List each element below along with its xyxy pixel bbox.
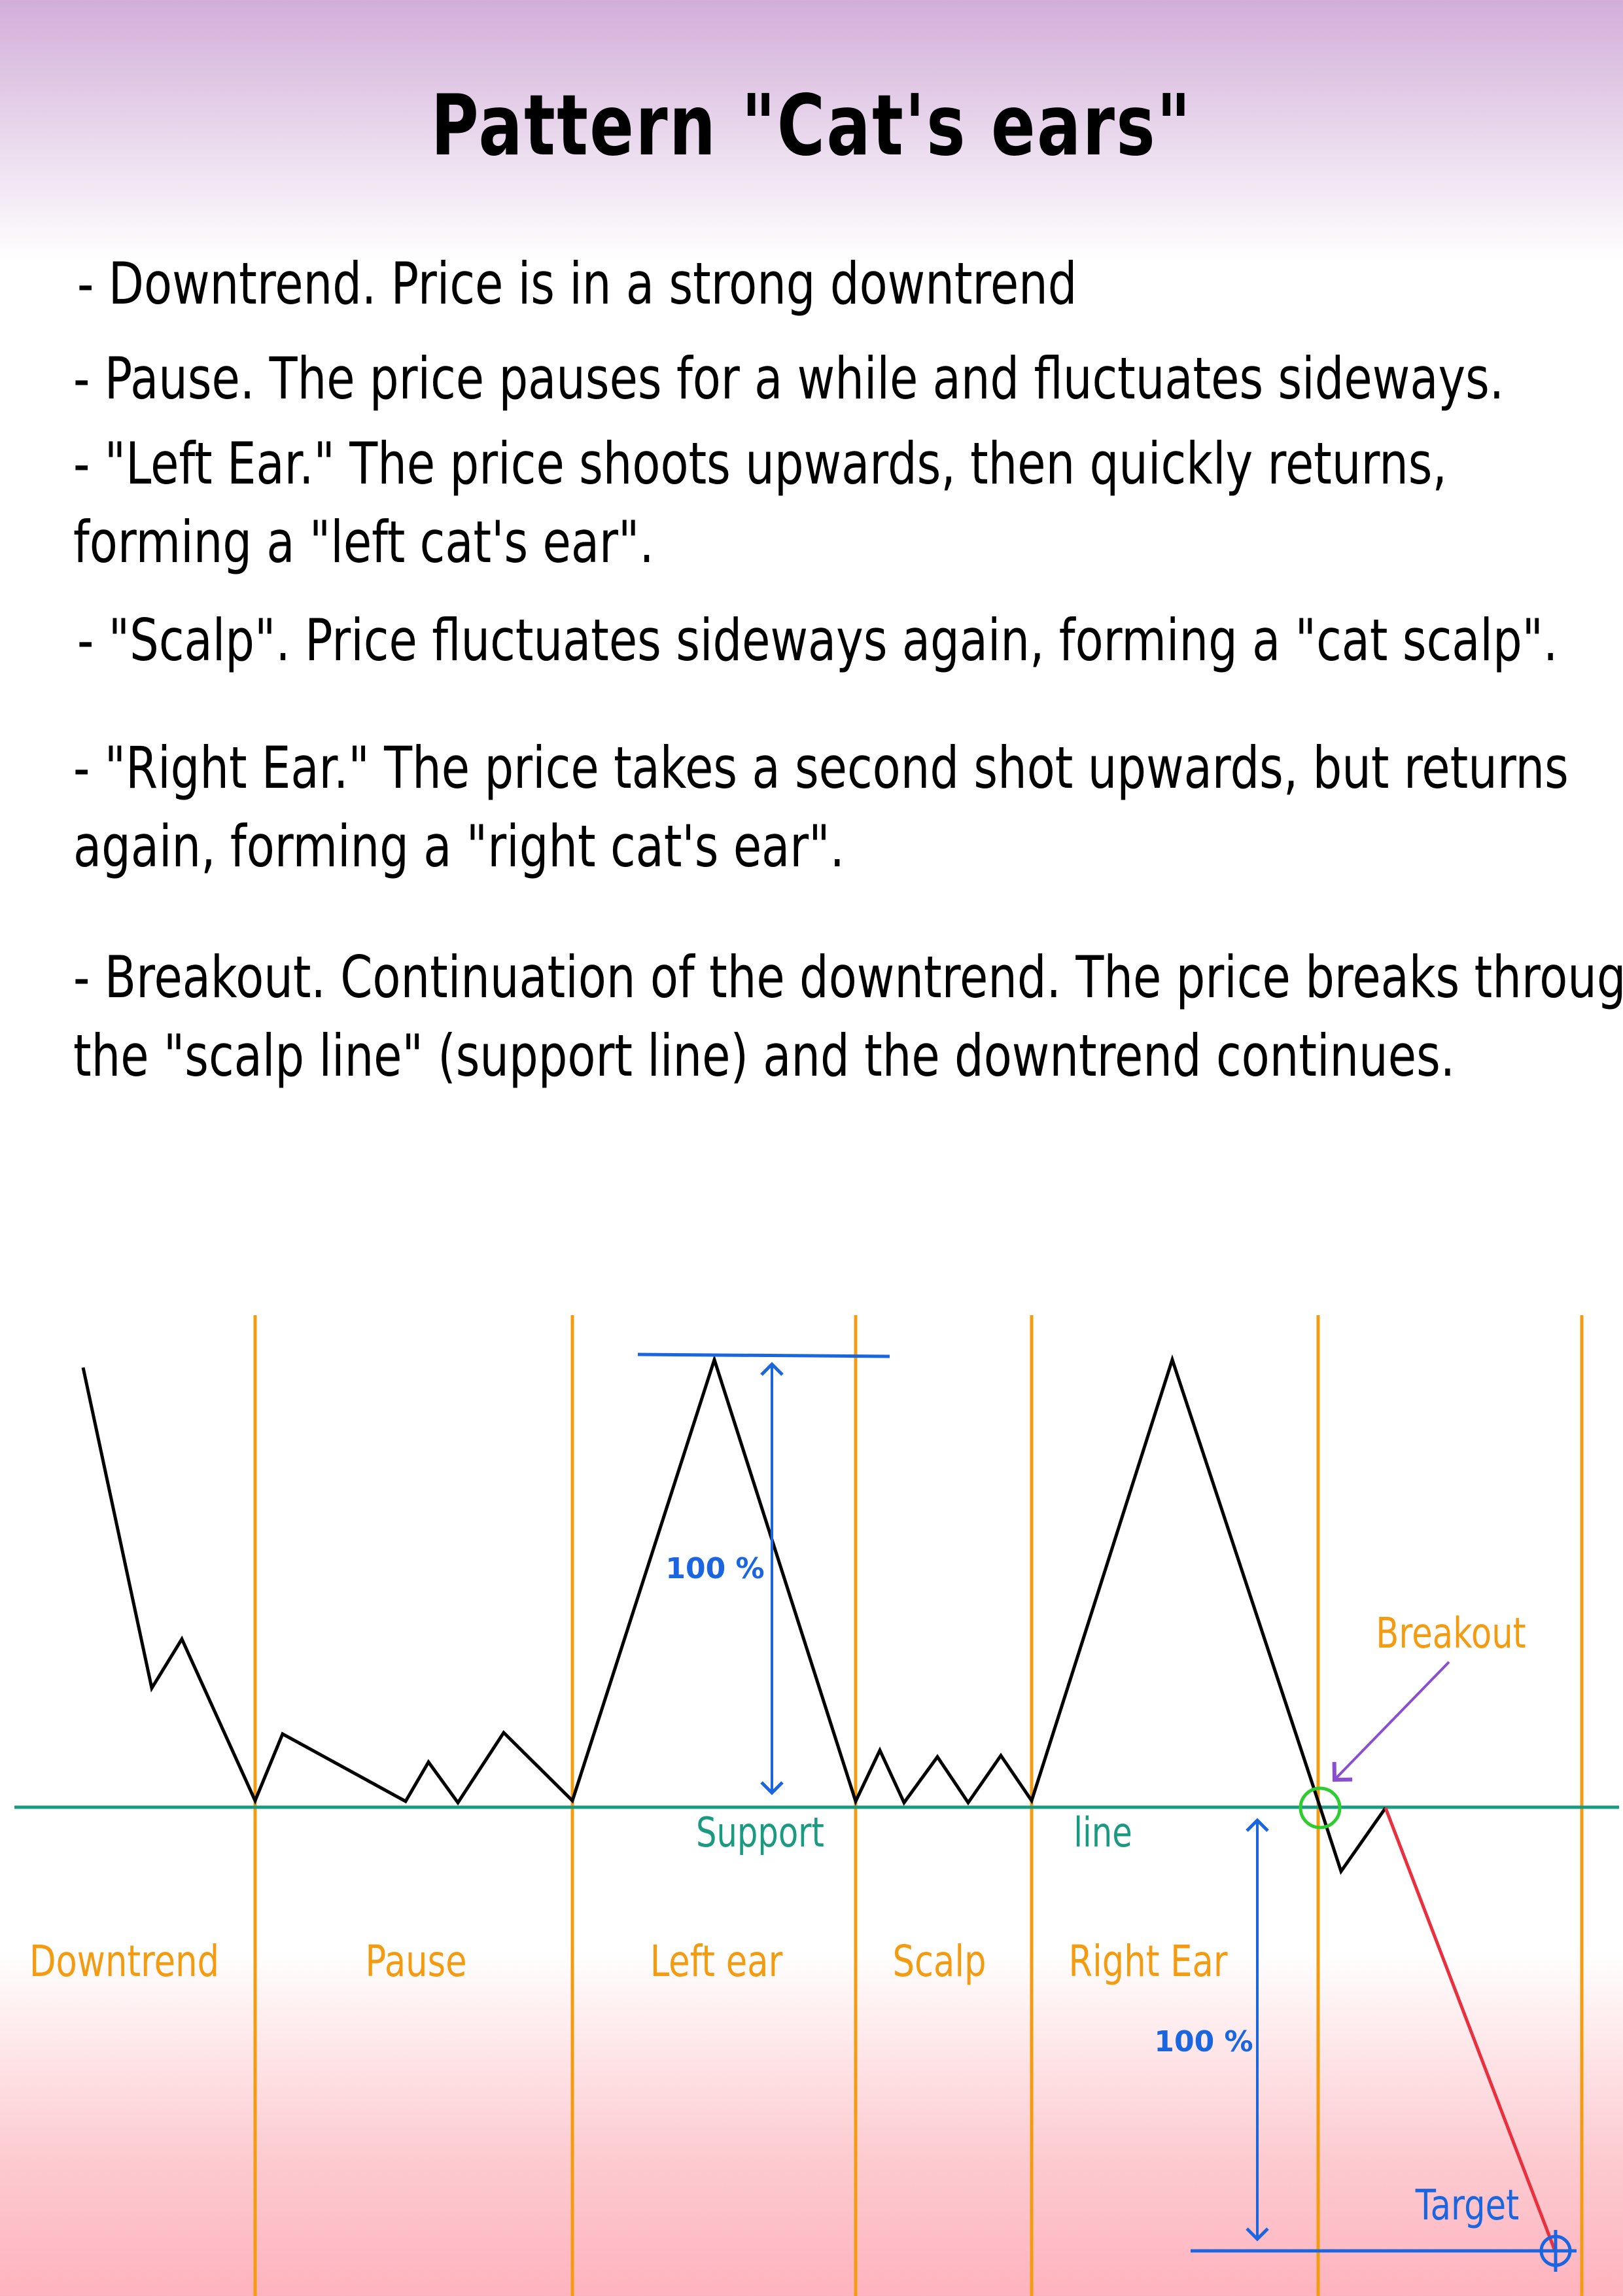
- phase-label: Downtrend: [29, 1937, 219, 1987]
- description-right-ear: - "Right Ear." The price takes a second …: [73, 734, 1569, 802]
- description-left-ear: - "Left Ear." The price shoots upwards, …: [73, 430, 1447, 497]
- projection-line: [1384, 1807, 1557, 2252]
- description-pause: - Pause. The price pauses for a while an…: [73, 345, 1505, 412]
- description-scalp: - "Scalp". Price fluctuates sideways aga…: [77, 607, 1558, 674]
- target-icon: [1535, 2230, 1577, 2272]
- breakout-arrow: [1332, 1661, 1450, 1782]
- description-breakout: - Breakout. Continuation of the downtren…: [73, 944, 1623, 1011]
- support-label: Support: [696, 1810, 824, 1857]
- peak-line: [637, 1352, 890, 1358]
- breakout-circle-icon: [1299, 1786, 1342, 1829]
- support-line-label: line: [1073, 1810, 1132, 1857]
- target-label: Target: [1415, 2180, 1519, 2229]
- breakout-label: Breakout: [1376, 1608, 1526, 1657]
- phase-label: Left ear: [650, 1937, 783, 1987]
- page-title: Pattern "Cat's ears": [430, 77, 1193, 175]
- height-label-top: 100 %: [665, 1552, 764, 1585]
- phase-label: Scalp: [892, 1937, 986, 1987]
- description-left-ear-cont: forming a "left cat's ear".: [73, 508, 654, 576]
- phase-label: Pause: [365, 1937, 466, 1987]
- description-breakout-cont: the "scalp line" (support line) and the …: [73, 1022, 1456, 1089]
- height-label-bottom: 100 %: [1154, 2025, 1253, 2058]
- description-right-ear-cont: again, forming a "right cat's ear".: [73, 813, 845, 880]
- price-path: [81, 1354, 1387, 1875]
- description-downtrend: - Downtrend. Price is in a strong downtr…: [77, 250, 1077, 317]
- phase-label: Right Ear: [1068, 1937, 1228, 1987]
